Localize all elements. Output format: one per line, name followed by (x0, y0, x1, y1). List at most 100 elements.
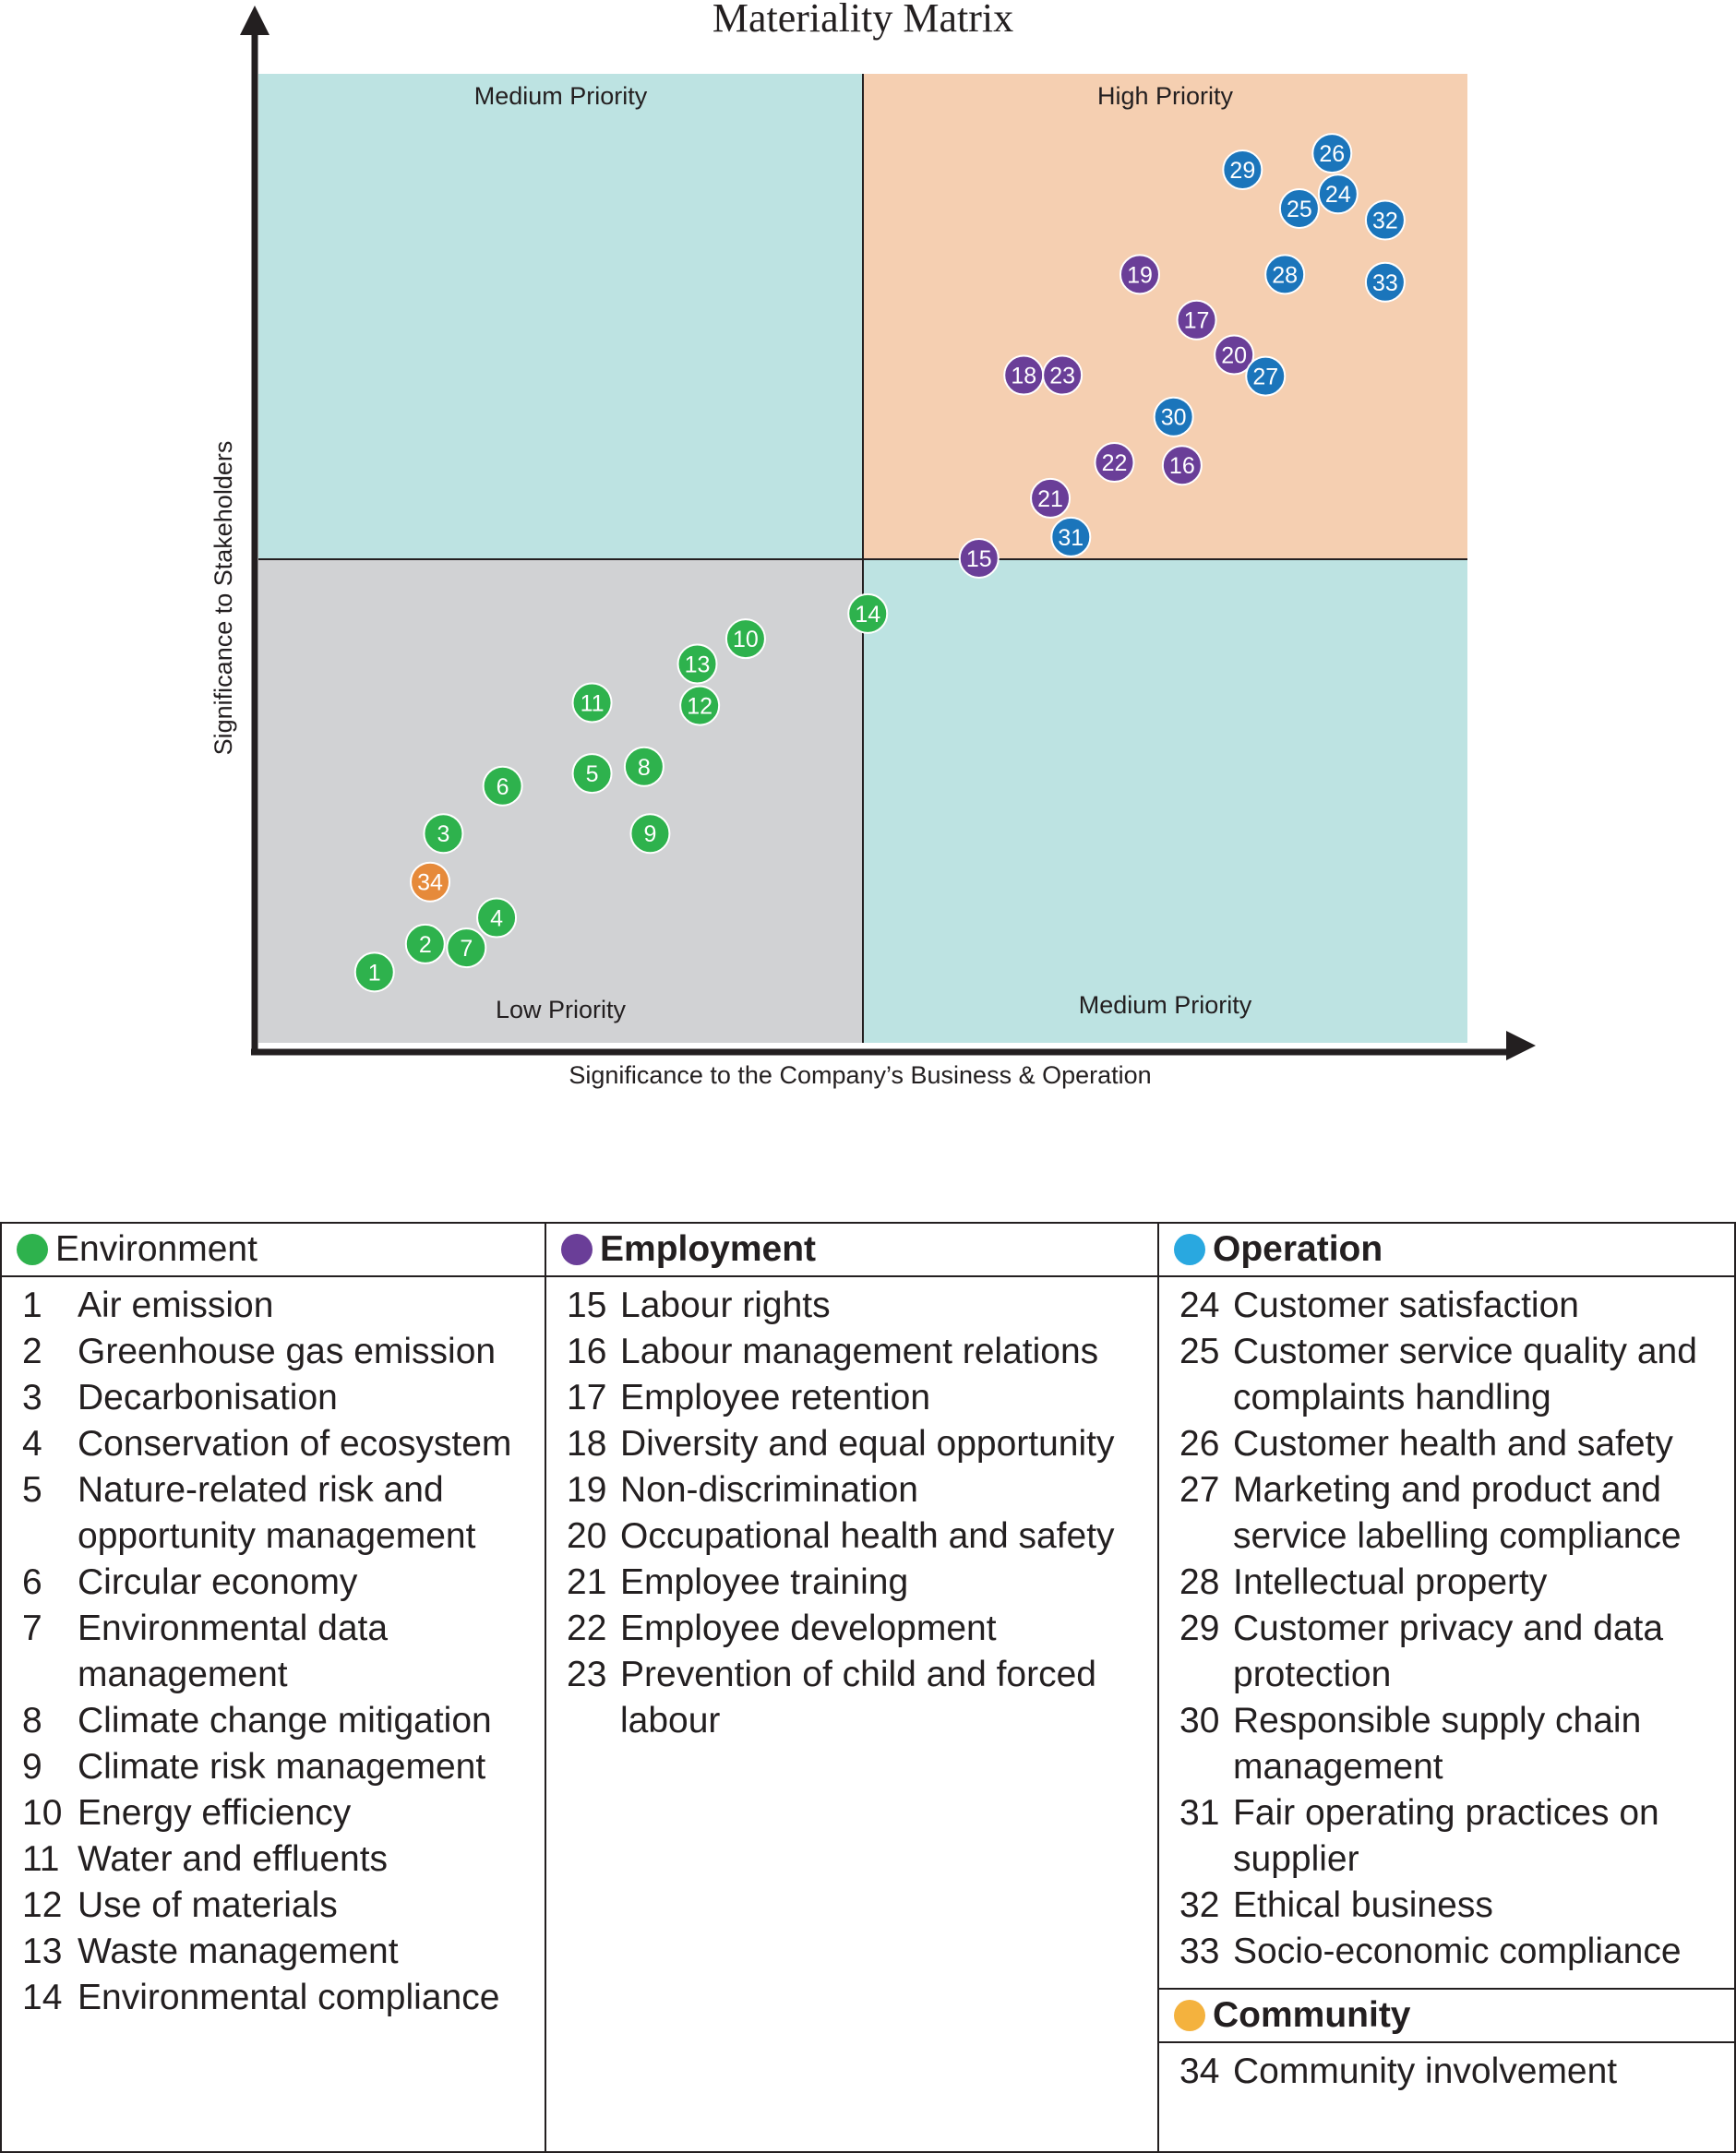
legend-item-18: 18 Diversity and equal opportunity (567, 1421, 1157, 1467)
legend-item-number: 27 (1179, 1470, 1220, 1510)
legend-item-number: 17 (567, 1378, 607, 1417)
data-point-marker (571, 753, 613, 795)
data-point-label: 1 (368, 960, 381, 986)
legend-item-label: Circular economy (78, 1562, 358, 1602)
data-point-label: 4 (490, 906, 503, 932)
legend-item-number: 29 (1179, 1609, 1220, 1648)
legend-item-14: 14 Environmental compliance (22, 1975, 545, 2021)
legend-item-17: 17 Employee retention (567, 1375, 1157, 1421)
data-point-label: 17 (1184, 308, 1210, 334)
legend-list-employment: 15 Labour rights 16 Labour management relat… (546, 1277, 1157, 1744)
legend-item-label: Greenhouse gas emission (78, 1332, 497, 1371)
legend-item-13: 13 Waste management (22, 1929, 545, 1975)
data-point-marker (404, 923, 446, 964)
data-point-label: 29 (1229, 158, 1255, 184)
data-point-26: 26 (1311, 133, 1353, 174)
data-point-marker (1317, 173, 1359, 215)
community-dot-icon (1174, 2000, 1205, 2031)
legend-item-5: 5 Nature-related risk and opportunity man… (22, 1467, 545, 1560)
legend-title-community: Community (1213, 1995, 1411, 2035)
data-point-marker (353, 951, 395, 993)
legend-item-label: Prevention of child and forced labour (620, 1655, 1096, 1740)
legend-item-31: 31 Fair operating practices on supplier (1179, 1790, 1734, 1883)
data-point-21: 21 (1030, 477, 1072, 519)
data-point-marker (1311, 133, 1353, 174)
legend-item-label: Customer health and safety (1233, 1424, 1673, 1464)
data-point-marker (1094, 442, 1135, 484)
legend-item-26: 26 Customer health and safety (1179, 1421, 1734, 1467)
legend-item-7: 7 Environmental data management (22, 1606, 545, 1698)
legend-item-16: 16 Labour management relations (567, 1329, 1157, 1375)
data-point-marker (571, 682, 613, 724)
data-point-label: 23 (1049, 364, 1075, 389)
data-point-label: 27 (1252, 365, 1278, 390)
data-point-label: 8 (638, 755, 651, 781)
data-point-label: 3 (437, 821, 449, 847)
data-point-marker (423, 813, 464, 855)
x-axis-label: Significance to the Company’s Business &… (569, 1061, 1151, 1089)
legend-item-11: 11 Water and effluents (22, 1836, 545, 1883)
legend-item-number: 12 (22, 1885, 63, 1925)
data-point-18: 18 (1003, 354, 1045, 396)
legend-item-number: 22 (567, 1609, 607, 1648)
data-point-17: 17 (1176, 299, 1217, 341)
data-point-label: 20 (1221, 343, 1247, 369)
data-point-3: 3 (423, 813, 464, 855)
legend-item-label: Responsible supply chain management (1233, 1701, 1642, 1787)
legend-title-employment: Employment (600, 1229, 817, 1269)
data-point-marker (623, 746, 664, 787)
legend-item-label: Customer privacy and data protection (1233, 1609, 1664, 1694)
data-point-label: 7 (460, 936, 473, 962)
legend-item-20: 20 Occupational health and safety (567, 1513, 1157, 1560)
environment-dot-icon (17, 1234, 48, 1265)
data-point-marker (679, 685, 721, 726)
legend-item-number: 31 (1179, 1793, 1220, 1833)
data-point-6: 6 (482, 765, 523, 807)
data-point-marker (1214, 334, 1255, 376)
legend-item-23: 23 Prevention of child and forced labour (567, 1652, 1157, 1744)
legend-item-12: 12 Use of materials (22, 1883, 545, 1929)
legend-item-label: Nature-related risk and opportunity mana… (78, 1470, 476, 1556)
data-point-label: 22 (1102, 450, 1128, 476)
data-point-marker (1264, 254, 1306, 295)
legend-item-label: Energy efficiency (78, 1793, 352, 1833)
legend-item-label: Intellectual property (1233, 1562, 1548, 1602)
data-point-label: 2 (419, 932, 432, 958)
data-point-marker (1245, 355, 1287, 397)
data-point-9: 9 (629, 813, 671, 855)
data-point-label: 15 (966, 546, 992, 572)
data-point-marker (1030, 477, 1072, 519)
data-point-label: 32 (1372, 209, 1398, 234)
data-point-marker (1364, 199, 1406, 241)
data-point-7: 7 (446, 927, 487, 969)
quadrant-label-bottom-left: Low Priority (496, 996, 627, 1023)
legend-item-label: Climate risk management (78, 1747, 486, 1787)
legend-item-8: 8 Climate change mitigation (22, 1698, 545, 1744)
legend-item-label: Community involvement (1233, 2051, 1618, 2091)
operation-dot-icon (1174, 1234, 1205, 1265)
legend-item-label: Customer service quality and complaints … (1233, 1332, 1697, 1417)
legend-header-operation: Operation (1159, 1224, 1734, 1277)
data-point-2: 2 (404, 923, 446, 964)
data-point-30: 30 (1153, 396, 1194, 437)
data-point-20: 20 (1214, 334, 1255, 376)
data-point-label: 34 (417, 870, 443, 896)
data-point-11: 11 (571, 682, 613, 724)
data-point-12: 12 (679, 685, 721, 726)
legend-item-number: 4 (22, 1424, 42, 1464)
data-point-28: 28 (1264, 254, 1306, 295)
legend-item-label: Conservation of ecosystem (78, 1424, 512, 1464)
data-point-marker (482, 765, 523, 807)
legend-item-number: 14 (22, 1978, 63, 2017)
legend-item-9: 9 Climate risk management (22, 1744, 545, 1790)
legend-item-number: 32 (1179, 1885, 1220, 1925)
legend-header-employment: Employment (546, 1224, 1157, 1277)
legend-item-number: 19 (567, 1470, 607, 1510)
quadrant-label-top-left: Medium Priority (474, 82, 648, 110)
data-point-24: 24 (1317, 173, 1359, 215)
legend-header-environment: Environment (2, 1224, 545, 1277)
data-point-label: 30 (1161, 405, 1187, 431)
data-point-15: 15 (958, 538, 1000, 579)
legend-item-29: 29 Customer privacy and data protection (1179, 1606, 1734, 1698)
data-point-marker (1364, 261, 1406, 303)
